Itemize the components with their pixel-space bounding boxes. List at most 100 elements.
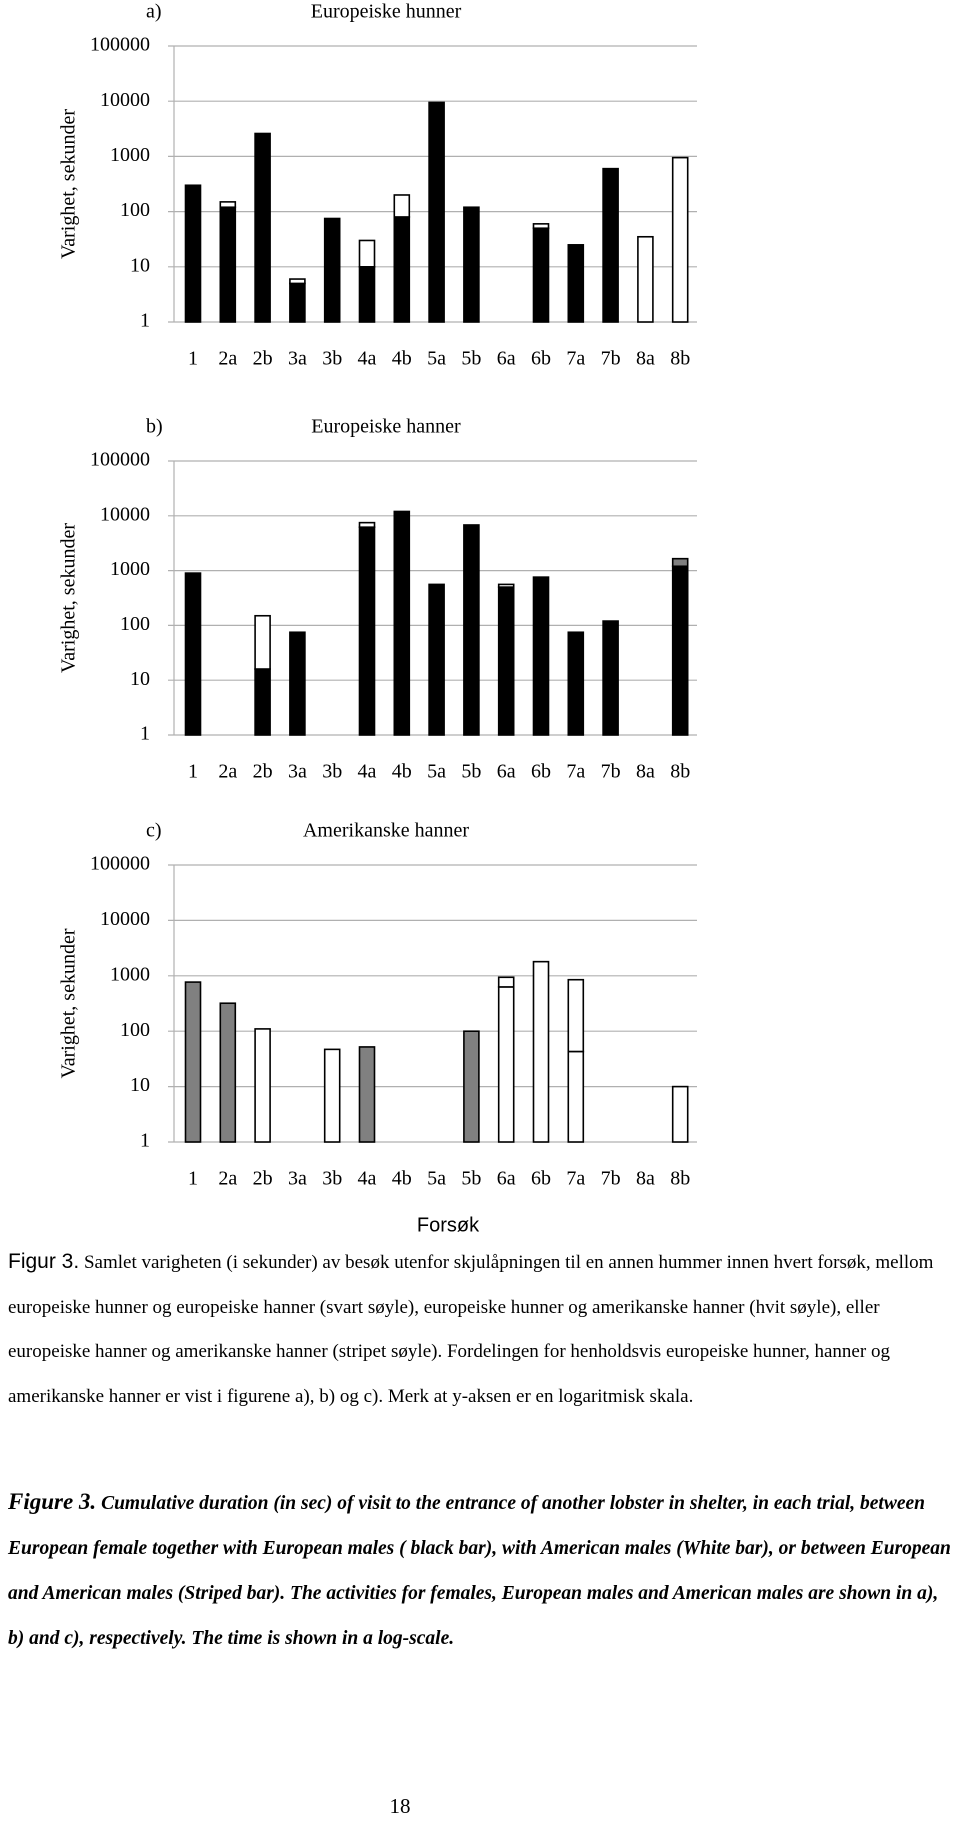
y-tick-label: 100	[120, 613, 150, 635]
y-tick-label: 100	[120, 199, 150, 221]
bar-segment	[671, 565, 689, 736]
x-tick-label: 8a	[636, 1168, 655, 1190]
figure: a) Europeiske hunner Varighet, sekunder 1 10…	[58, 1, 697, 1235]
bar-segment	[358, 1046, 376, 1143]
bar-segment	[637, 235, 654, 323]
y-tick-label: 10	[130, 668, 150, 690]
bar-segment	[184, 572, 202, 736]
x-tick-label: 4a	[358, 1168, 377, 1190]
bar-segment	[532, 227, 550, 323]
bar-segment	[671, 557, 689, 568]
x-tick-label: 1	[188, 761, 198, 783]
y-tick-label: 10000	[100, 503, 150, 525]
y-tick-label: 10	[130, 254, 150, 276]
x-tick-label: 7b	[601, 348, 621, 370]
bar-segment	[428, 101, 445, 323]
x-tick-label: 6b	[531, 761, 551, 783]
caption-english: Figure 3. Cumulative duration (in sec) o…	[8, 1479, 953, 1661]
bar-segment	[567, 978, 585, 1053]
x-tick-label: 3a	[288, 761, 307, 783]
x-tick-label: 5a	[427, 1168, 446, 1190]
x-tick-label: 8a	[636, 348, 655, 370]
chart-title: Europeiske hunner	[311, 1, 462, 23]
bar-segment	[219, 206, 237, 323]
panel-label: a)	[146, 1, 162, 23]
chart-title: Amerikanske hanner	[303, 820, 469, 842]
y-axis-label: Varighet, sekunder	[58, 523, 80, 673]
bar-segment	[393, 510, 411, 736]
x-tick-label: 8b	[670, 348, 690, 370]
x-tick-label: 6a	[497, 348, 516, 370]
x-tick-label: 3b	[322, 761, 342, 783]
y-tick-label: 1	[140, 310, 150, 332]
x-tick-label: 3a	[288, 348, 307, 370]
x-tick-label: 6b	[531, 348, 551, 370]
x-tick-label: 4a	[358, 348, 377, 370]
x-tick-label: 3b	[322, 348, 342, 370]
panel-label: c)	[146, 820, 162, 842]
bar-segment	[463, 206, 480, 323]
x-tick-label: 1	[188, 1168, 198, 1190]
bar-segment	[254, 614, 271, 670]
x-tick-label: 2a	[218, 761, 237, 783]
y-tick-label: 1000	[110, 558, 150, 580]
x-tick-label: 2b	[253, 761, 273, 783]
x-tick-label: 5a	[427, 761, 446, 783]
y-tick-label: 10	[130, 1074, 150, 1096]
page-number: 18	[389, 1794, 411, 1818]
y-tick-label: 100000	[90, 449, 150, 471]
y-tick-label: 100	[120, 1019, 150, 1041]
x-tick-label: 6a	[497, 1168, 516, 1190]
bar-segment	[323, 217, 341, 323]
y-tick-label: 1	[140, 723, 150, 745]
caption-text: Samlet varigheten (i sekunder) av besøk …	[8, 1252, 934, 1407]
bar-segment	[358, 265, 376, 323]
bar-segment	[532, 223, 550, 230]
bar-segment	[358, 521, 376, 528]
x-tick-label: 7b	[601, 761, 621, 783]
x-tick-label: 5b	[461, 761, 481, 783]
x-tick-label: 4b	[392, 348, 412, 370]
bar-segment	[323, 1048, 341, 1143]
bar-segment	[184, 981, 202, 1143]
caption-text: Cumulative duration (in sec) of visit to…	[8, 1493, 951, 1649]
caption-label: Figur 3.	[8, 1250, 80, 1273]
y-tick-label: 1000	[110, 963, 150, 985]
y-tick-label: 10000	[100, 89, 150, 111]
bar-segment	[532, 576, 550, 736]
y-tick-label: 100000	[90, 34, 150, 56]
bar-segment	[289, 631, 306, 736]
y-tick-label: 1	[140, 1130, 150, 1152]
bar-segment	[358, 526, 376, 736]
x-tick-label: 3b	[322, 1168, 342, 1190]
x-tick-label: 8a	[636, 761, 655, 783]
bar-segment	[219, 1002, 237, 1143]
bar-segment	[289, 282, 306, 323]
x-tick-label: 1	[188, 348, 198, 370]
caption-label: Figure 3.	[8, 1489, 97, 1514]
y-tick-label: 100000	[90, 853, 150, 875]
caption-norwegian: Figur 3. Samlet varigheten (i sekunder) …	[8, 1240, 953, 1419]
x-tick-label: 2b	[253, 1168, 273, 1190]
x-tick-label: 5b	[461, 348, 481, 370]
bar-segment	[184, 184, 202, 323]
bar-segment	[497, 583, 515, 588]
bar-segment	[671, 1085, 689, 1143]
bar-segment	[602, 620, 619, 736]
chart-title: Europeiske hanner	[311, 416, 461, 438]
x-tick-label: 4b	[392, 1168, 412, 1190]
bar-segment	[219, 201, 237, 209]
bar-segment	[532, 960, 550, 1143]
x-tick-label: 6a	[497, 761, 516, 783]
x-tick-label: 2a	[218, 1168, 237, 1190]
bar-segment	[428, 583, 445, 736]
bar-segment	[254, 1028, 271, 1143]
bar-segment	[602, 167, 619, 323]
bar-segment	[671, 156, 689, 323]
bar-segment	[567, 1050, 585, 1143]
bar-segment	[567, 631, 585, 736]
y-axis-label: Varighet, sekunder	[58, 928, 80, 1078]
x-tick-label: 2a	[218, 348, 237, 370]
x-tick-label: 7a	[566, 761, 585, 783]
